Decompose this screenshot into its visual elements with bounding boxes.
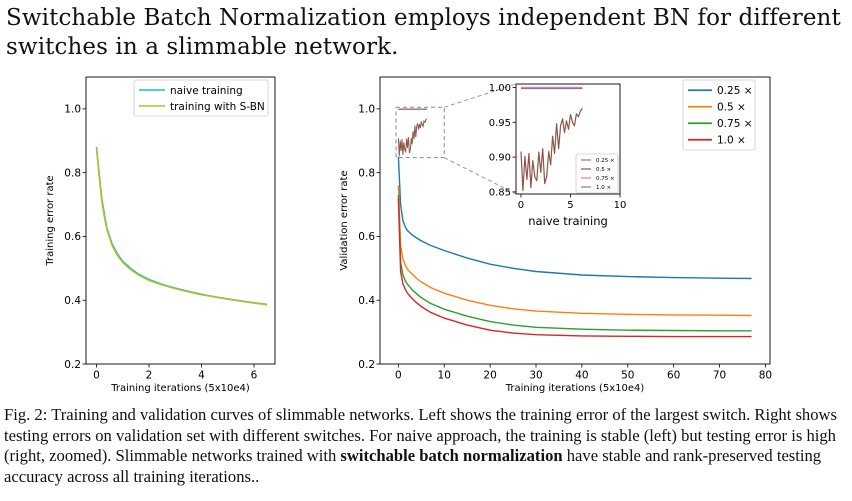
x-tick-label: 50 — [621, 370, 634, 382]
legend-label: 0.75 × — [596, 176, 615, 182]
x-tick-label: 10 — [614, 200, 627, 211]
x-tick-label: 30 — [529, 370, 542, 382]
legend-box — [133, 79, 269, 117]
legend-label: 0.5 × — [596, 167, 611, 173]
legend-label: 0.25 × — [717, 85, 753, 97]
series-line-1 — [520, 108, 583, 192]
y-tick-label: 0.95 — [489, 118, 511, 129]
x-axis-label: Training iterations (5x10e4) — [110, 383, 250, 394]
y-tick-label: 0.8 — [358, 167, 375, 179]
series-line-1 — [95, 148, 268, 306]
legend-label: 0.5 × — [717, 102, 746, 114]
training-error-chart: 0 2 4 6 0.2 0.4 0.6 0.8 1.0 Training iterations (… — [45, 76, 276, 394]
x-tick-label: 4 — [198, 370, 205, 382]
x-tick-label: 5 — [567, 200, 573, 211]
plot-frame — [379, 76, 771, 365]
legend-label: naive training — [170, 85, 243, 97]
validation-error-chart: 0 10 20 30 40 50 60 70 800.20.40.60.81.0Training… — [339, 76, 772, 394]
x-tick-label: 40 — [575, 370, 588, 382]
y-tick-label: 0.6 — [64, 231, 81, 243]
y-tick-label: 0.85 — [489, 188, 511, 199]
x-tick-label: 2 — [146, 370, 153, 382]
x-tick-label: 0 — [518, 200, 524, 211]
series-line-1 — [397, 185, 752, 317]
y-tick-label: 0.6 — [358, 231, 375, 243]
legend-label: 0.75 × — [717, 118, 753, 130]
series-line-0 — [95, 147, 268, 306]
x-tick-label: 20 — [483, 370, 496, 382]
figure-caption: Fig. 2: Training and validation curves o… — [4, 405, 850, 487]
y-axis-label: Validation error rate — [339, 170, 350, 270]
y-axis-label: Training error rate — [45, 175, 56, 266]
y-tick-label: 0.90 — [489, 153, 511, 164]
slide-headline: Switchable Batch Normalization employs i… — [6, 5, 841, 60]
plot-frame — [85, 76, 276, 365]
legend-label: 1.0 × — [717, 135, 746, 147]
caption-text-end: have stable and rank-preserved testing a… — [4, 446, 822, 486]
y-tick-label: 1.00 — [489, 83, 511, 94]
y-tick-label: 0.8 — [64, 167, 81, 179]
legend-label: 0.25 × — [596, 158, 615, 164]
legend-box — [682, 79, 756, 151]
x-tick-label: 10 — [438, 370, 451, 382]
legend-box — [575, 153, 619, 194]
y-tick-label: 1.0 — [358, 104, 375, 116]
x-tick-label: 60 — [667, 370, 680, 382]
naive-training-inset-chart: 0 5 10 0.85 0.90 0.95 1.00 naive training 0.25 ×… — [444, 78, 626, 230]
y-tick-label: 0.2 — [64, 359, 81, 371]
x-tick-label: 6 — [251, 370, 258, 382]
series-line-3 — [397, 198, 752, 338]
legend-label: 1.0 × — [596, 185, 611, 191]
zoom-region-box — [395, 106, 445, 159]
y-tick-label: 0.2 — [358, 359, 375, 371]
zoom-region-series-1 — [397, 118, 428, 157]
series-line-2 — [397, 194, 752, 332]
x-tick-label: 80 — [759, 370, 772, 382]
x-axis-label: Training iterations (5x10e4) — [505, 383, 645, 394]
series-line-0 — [397, 156, 752, 280]
caption-bold-text: switchable batch normalization — [340, 446, 563, 465]
x-tick-label: 0 — [93, 370, 100, 382]
y-tick-label: 0.4 — [64, 295, 81, 307]
inset-connector-top — [444, 83, 517, 108]
x-tick-label: 0 — [395, 370, 402, 382]
caption-text: Fig. 2: Training and validation curves o… — [4, 405, 837, 465]
y-tick-label: 0.4 — [358, 295, 375, 307]
x-tick-label: 70 — [713, 370, 726, 382]
x-axis-label: naive training — [528, 214, 608, 228]
legend-label: training with S-BN — [170, 101, 265, 113]
y-tick-label: 1.0 — [64, 104, 81, 116]
plot-frame — [515, 83, 621, 195]
